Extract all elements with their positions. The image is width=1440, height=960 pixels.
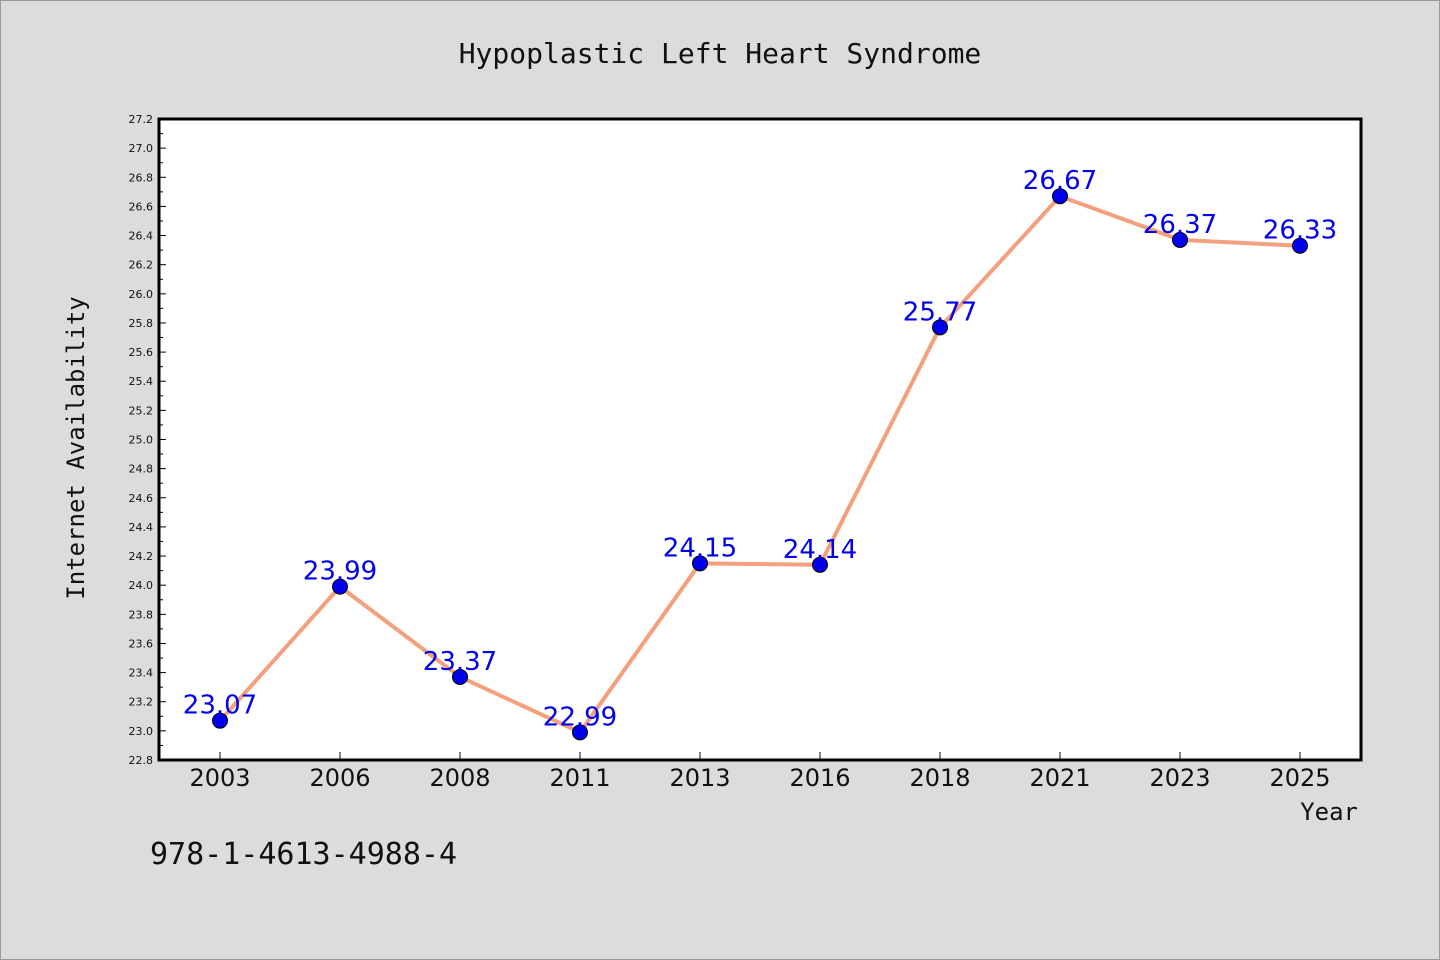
y-tick-label: 23.8 — [129, 608, 154, 621]
y-axis-label: Internet Availability — [62, 296, 90, 599]
data-label: 23.07 — [183, 691, 257, 721]
series-group — [212, 188, 1308, 741]
data-label: 23.99 — [303, 557, 377, 587]
data-label: 23.37 — [423, 647, 497, 677]
x-tick-label: 2018 — [909, 764, 970, 792]
y-tick-label: 25.0 — [129, 434, 154, 447]
y-tick-label: 24.0 — [129, 579, 154, 592]
x-axis: 2003 2006 2008 2011 2013 2016 2018 2021 2023 2025 — [189, 752, 1331, 792]
x-tick-label: 2025 — [1269, 764, 1330, 792]
data-point — [932, 319, 948, 336]
x-tick-label: 2016 — [789, 764, 850, 792]
series-line — [218, 194, 1301, 735]
data-label: 22.99 — [543, 702, 617, 732]
y-tick-label: 25.8 — [129, 317, 154, 330]
y-tick-label: 26.8 — [129, 171, 154, 184]
data-label: 26.33 — [1263, 216, 1337, 246]
y-tick-label: 27.0 — [129, 142, 154, 155]
y-tick-label: 27.2 — [129, 113, 154, 126]
data-point — [1052, 188, 1068, 205]
data-point — [692, 555, 708, 572]
data-label: 25.77 — [903, 297, 977, 327]
y-tick-label: 26.2 — [129, 259, 154, 272]
isbn-text: 978-1-4613-4988-4 — [150, 837, 457, 872]
chart-title: Hypoplastic Left Heart Syndrome — [459, 37, 982, 70]
data-point — [1292, 237, 1308, 254]
y-tick-label: 23.4 — [129, 667, 154, 680]
y-tick-label: 24.4 — [129, 521, 154, 534]
data-point — [572, 724, 588, 741]
data-point — [452, 668, 468, 685]
x-tick-label: 2021 — [1029, 764, 1090, 792]
y-tick-label: 24.8 — [129, 463, 154, 476]
x-tick-label: 2013 — [669, 764, 730, 792]
plot-area — [157, 117, 1363, 762]
data-point — [1172, 231, 1188, 248]
y-tick-label: 23.6 — [129, 637, 154, 650]
data-point — [812, 556, 828, 573]
y-tick-label: 24.6 — [129, 492, 154, 505]
data-point — [332, 578, 348, 595]
y-tick-label: 23.0 — [129, 725, 154, 738]
x-tick-label: 2008 — [429, 764, 490, 792]
y-tick-label: 25.2 — [129, 404, 154, 417]
y-tick-label: 23.2 — [129, 696, 154, 709]
y-tick-label: 26.4 — [129, 230, 154, 243]
y-tick-label: 25.4 — [129, 375, 154, 388]
y-axis: 22.8 23.0 23.2 23.4 23.6 23.8 24.0 24.2 24.4 24.6… — [129, 113, 166, 767]
x-tick-label: 2011 — [549, 764, 610, 792]
x-tick-label: 2003 — [189, 764, 250, 792]
y-tick-label: 26.6 — [129, 200, 154, 213]
x-tick-label: 2006 — [309, 764, 370, 792]
x-axis-label: Year — [1300, 798, 1358, 826]
data-label: 24.14 — [783, 535, 857, 565]
y-tick-label: 26.0 — [129, 288, 154, 301]
y-tick-label: 22.8 — [129, 754, 154, 767]
data-label: 24.15 — [663, 533, 737, 563]
data-label: 26.37 — [1143, 210, 1217, 240]
y-tick-label: 24.2 — [129, 550, 154, 563]
y-tick-label: 25.6 — [129, 346, 154, 359]
data-labels-group: 23.07 23.99 23.37 22.99 24.15 24.14 25.77 26.67… — [183, 166, 1337, 732]
data-point — [212, 712, 228, 729]
data-label: 26.67 — [1023, 166, 1097, 196]
x-tick-label: 2023 — [1149, 764, 1210, 792]
